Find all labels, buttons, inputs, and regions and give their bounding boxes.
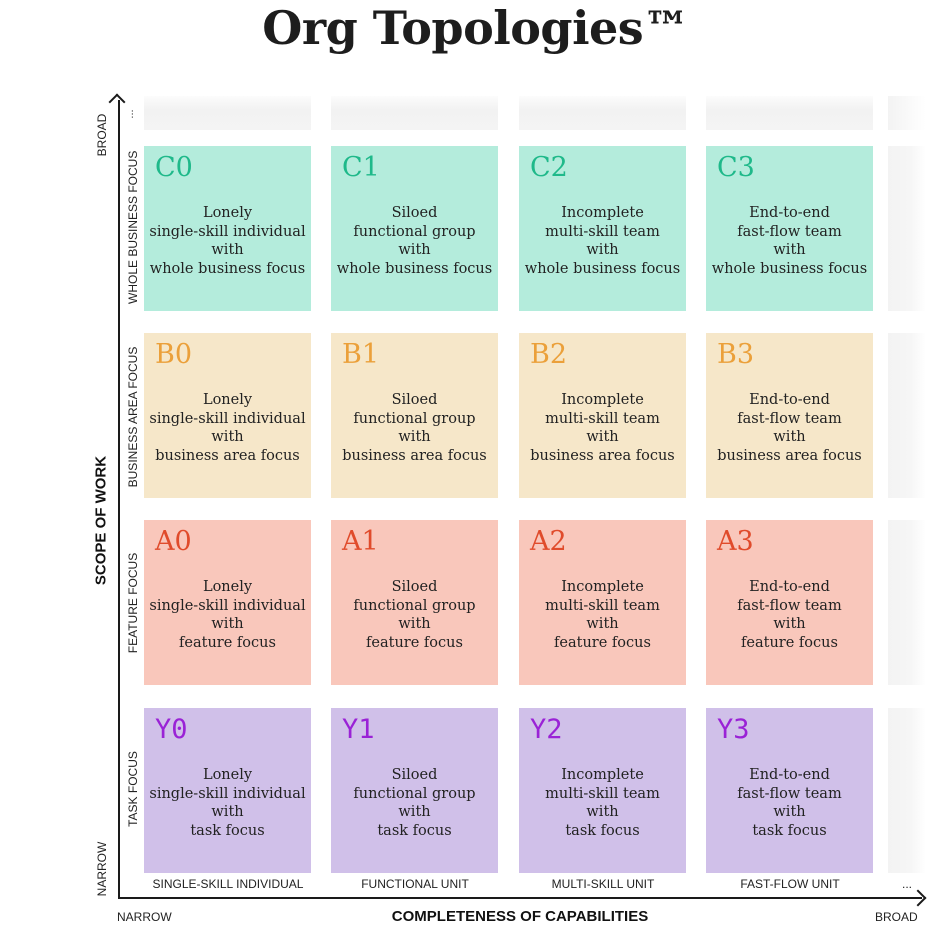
card-description: Lonely single-skill individual with task fo… — [149, 767, 306, 839]
card-code: B2 — [530, 339, 568, 370]
card-description: Incomplete multi-skill team with whole busi… — [524, 205, 681, 277]
y-axis-title: SCOPE OF WORK — [92, 455, 110, 586]
card-description: Siloed functional group with task focus — [353, 767, 476, 839]
faded-cell-corner — [888, 96, 926, 130]
x-axis-high-label: BROAD — [875, 910, 918, 924]
x-axis-title: COMPLETENESS OF CAPABILITIES — [391, 908, 649, 925]
card-description: End-to-end fast-flow team with task focus — [737, 767, 842, 839]
card-A3: A3 End-to-end fast-flow team with feature fo… — [706, 520, 873, 685]
y-axis-high-label: BROAD — [95, 113, 109, 157]
faded-cell-right — [888, 333, 926, 498]
faded-cell-top — [331, 96, 498, 130]
card-description: Siloed functional group with whole business… — [336, 205, 493, 277]
faded-cell-top — [706, 96, 873, 130]
y-row-label-whole-business: WHOLE BUSINESS FOCUS — [126, 150, 140, 304]
y-row-label-task: TASK FOCUS — [126, 751, 140, 827]
card-code: Y1 — [342, 714, 375, 745]
card-code: C2 — [530, 152, 568, 183]
card-code: A3 — [717, 526, 754, 557]
x-axis-line — [118, 897, 922, 899]
card-code: C1 — [342, 152, 380, 183]
card-Y3: Y3 End-to-end fast-flow team with task focus — [706, 708, 873, 873]
card-A1: A1 Siloed functional group with feature focu… — [331, 520, 498, 685]
card-code: Y0 — [155, 714, 188, 745]
faded-cell-top — [144, 96, 311, 130]
card-Y0: Y0 Lonely single-skill individual with task … — [144, 708, 311, 873]
card-code: B0 — [155, 339, 193, 370]
faded-cell-top — [519, 96, 686, 130]
card-code: C0 — [155, 152, 193, 183]
faded-cell-right — [888, 520, 926, 685]
page-title: Org Topologies™ — [262, 1, 689, 55]
y-axis-arrow-icon — [108, 93, 126, 111]
card-description: Siloed functional group with business area … — [342, 392, 487, 464]
x-col-label-functional: FUNCTIONAL UNIT — [361, 877, 469, 891]
card-description: Lonely single-skill individual with feature… — [149, 579, 306, 651]
x-axis-more-dots: ... — [901, 877, 912, 891]
card-description: Lonely single-skill individual with busines… — [149, 392, 306, 464]
card-Y2: Y2 Incomplete multi-skill team with task foc… — [519, 708, 686, 873]
card-B3: B3 End-to-end fast-flow team with business a… — [706, 333, 873, 498]
card-C3: C3 End-to-end fast-flow team with whole busi… — [706, 146, 873, 311]
card-description: Incomplete multi-skill team with task focus — [545, 767, 660, 839]
card-description: Incomplete multi-skill team with feature fo… — [545, 579, 660, 651]
card-B2: B2 Incomplete multi-skill team with business… — [519, 333, 686, 498]
y-axis-more-dots: ... — [124, 109, 136, 119]
faded-cell-right — [888, 146, 926, 311]
card-code: B1 — [342, 339, 380, 370]
y-row-label-business-area: BUSINESS AREA FOCUS — [126, 346, 140, 488]
x-axis-arrow-icon — [909, 889, 927, 907]
card-C2: C2 Incomplete multi-skill team with whole bu… — [519, 146, 686, 311]
y-row-label-feature: FEATURE FOCUS — [126, 552, 140, 654]
card-description: Incomplete multi-skill team with business a… — [530, 392, 675, 464]
card-code: A0 — [155, 526, 192, 557]
card-code: Y3 — [717, 714, 750, 745]
card-C0: C0 Lonely single-skill individual with whole… — [144, 146, 311, 311]
card-description: End-to-end fast-flow team with feature focu… — [737, 579, 842, 651]
card-B1: B1 Siloed functional group with business are… — [331, 333, 498, 498]
card-code: A2 — [530, 526, 567, 557]
y-axis-line — [118, 100, 120, 898]
x-axis-low-label: NARROW — [117, 910, 172, 924]
faded-cell-right — [888, 708, 926, 873]
card-code: B3 — [717, 339, 755, 370]
x-col-label-fast-flow: FAST-FLOW UNIT — [740, 877, 840, 891]
card-code: C3 — [717, 152, 755, 183]
card-code: A1 — [342, 526, 379, 557]
card-description: End-to-end fast-flow team with business are… — [717, 392, 862, 464]
card-C1: C1 Siloed functional group with whole busine… — [331, 146, 498, 311]
y-axis-low-label: NARROW — [95, 841, 109, 897]
card-A2: A2 Incomplete multi-skill team with feature … — [519, 520, 686, 685]
card-description: Siloed functional group with feature focus — [353, 579, 476, 651]
card-code: Y2 — [530, 714, 563, 745]
card-A0: A0 Lonely single-skill individual with featu… — [144, 520, 311, 685]
card-B0: B0 Lonely single-skill individual with busin… — [144, 333, 311, 498]
x-col-label-multi-skill: MULTI-SKILL UNIT — [551, 877, 655, 891]
card-description: Lonely single-skill individual with whole b… — [149, 205, 306, 277]
card-Y1: Y1 Siloed functional group with task focus — [331, 708, 498, 873]
card-description: End-to-end fast-flow team with whole busine… — [711, 205, 868, 277]
x-col-label-single-skill: SINGLE-SKILL INDIVIDUAL — [152, 877, 304, 891]
